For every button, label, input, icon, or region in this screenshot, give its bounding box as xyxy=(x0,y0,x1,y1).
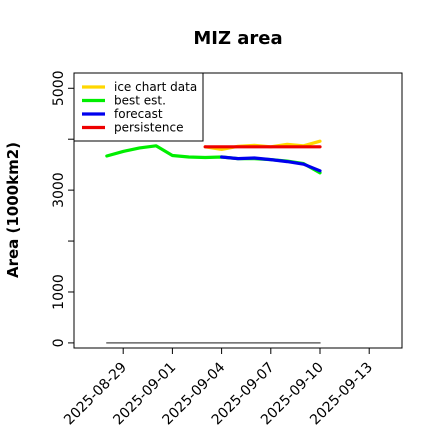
y-tick-label: 1000 xyxy=(51,274,67,310)
series-line-forecast xyxy=(220,155,322,173)
plot-area xyxy=(105,139,322,344)
legend-box xyxy=(73,72,204,142)
y-axis-label: Area (1000km2) xyxy=(4,142,22,278)
y-tick-label: 5000 xyxy=(51,70,67,106)
y-tick-label: 0 xyxy=(51,338,67,347)
y-tick-label: 3000 xyxy=(51,172,67,208)
series-line-best-est- xyxy=(105,144,322,175)
legend-label: persistence xyxy=(114,121,183,135)
chart-title: MIZ area xyxy=(193,28,282,49)
legend-label: ice chart data xyxy=(114,80,197,94)
legend-label: best est. xyxy=(114,94,166,108)
legend-label: forecast xyxy=(114,107,163,121)
plot-frame xyxy=(73,72,403,349)
